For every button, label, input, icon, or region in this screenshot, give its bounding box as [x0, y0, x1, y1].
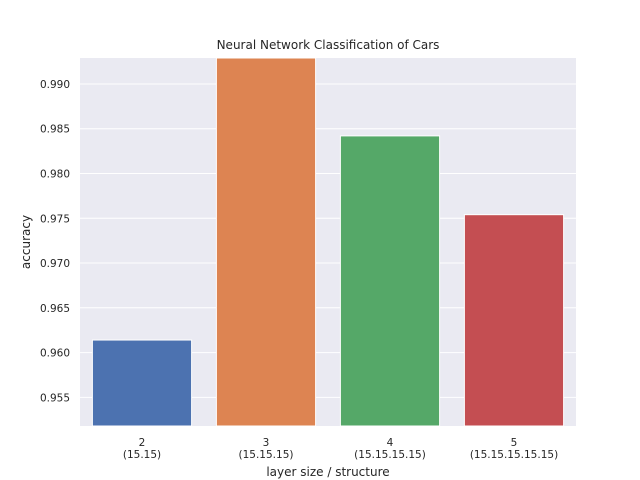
x-tick-label: (15.15.15.15.15) — [470, 449, 558, 461]
y-tick-label: 0.970 — [40, 258, 70, 270]
x-tick-label: 4 — [387, 437, 394, 449]
y-tick-label: 0.965 — [40, 303, 70, 315]
y-tick-label: 0.980 — [40, 169, 70, 181]
y-tick-label: 0.985 — [40, 124, 70, 136]
bar — [463, 214, 565, 427]
bar — [91, 339, 193, 427]
x-tick-label: 2 — [139, 437, 146, 449]
x-axis-label: layer size / structure — [266, 465, 389, 479]
bar — [215, 57, 317, 427]
bars — [91, 57, 565, 427]
bar — [339, 135, 441, 427]
x-tick-label: (15.15.15) — [239, 449, 294, 461]
x-tick-label: (15.15) — [123, 449, 161, 461]
y-tick-label: 0.975 — [40, 213, 70, 225]
x-tick-label: 3 — [263, 437, 270, 449]
x-tick-label: (15.15.15.15) — [354, 449, 426, 461]
x-tick-labels: 2(15.15) 3(15.15.15) 4(15.15.15.15) 5(15.15… — [123, 437, 558, 461]
y-tick-label: 0.990 — [40, 79, 70, 91]
y-tick-label: 0.960 — [40, 348, 70, 360]
x-tick-label: 5 — [511, 437, 518, 449]
chart-title: Neural Network Classification of Cars — [217, 38, 440, 52]
y-tick-label: 0.955 — [40, 392, 70, 404]
y-tick-labels: 0.955 0.960 0.965 0.970 0.975 0.980 0.985 0.990 — [40, 79, 70, 404]
y-axis-label: accuracy — [19, 215, 33, 269]
